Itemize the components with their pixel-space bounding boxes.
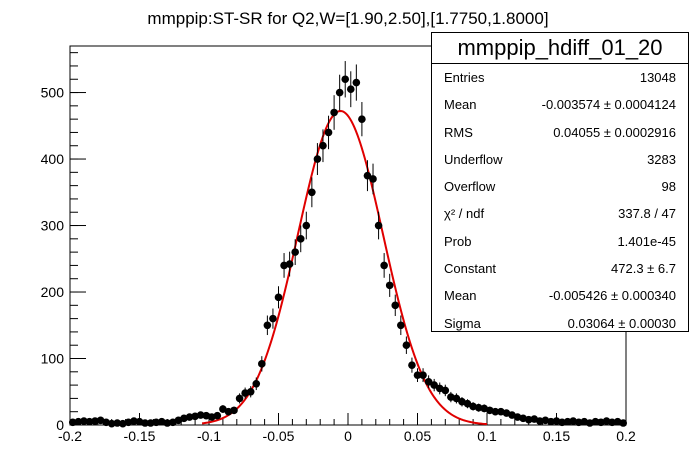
data-point: [130, 417, 138, 425]
data-point: [80, 417, 88, 425]
data-point: [246, 386, 255, 398]
data-point: [213, 411, 222, 420]
stats-label: Constant: [444, 261, 497, 277]
data-point: [358, 102, 366, 137]
stats-row: Overflow 98: [432, 173, 688, 200]
data-point: [352, 64, 361, 101]
stats-label: Overflow: [444, 179, 496, 195]
x-tick-label: 0: [344, 428, 352, 444]
stats-label: Underflow: [444, 151, 503, 167]
data-point: [341, 61, 350, 98]
y-tick-label: 200: [41, 284, 65, 300]
stats-label: Mean: [444, 97, 477, 113]
x-tick-label: 0.05: [404, 428, 431, 444]
stats-label: Sigma: [444, 315, 481, 331]
data-point: [380, 253, 388, 278]
stats-value: 13048: [639, 70, 676, 85]
x-tick-label: -0.15: [124, 428, 156, 444]
stats-row: Entries 13048: [432, 64, 688, 91]
stats-value: 3283: [647, 151, 676, 167]
data-point: [608, 418, 616, 427]
data-point: [285, 251, 294, 277]
data-point: [385, 273, 394, 297]
stats-title: mmppip_hdiff_01_20: [432, 33, 688, 64]
stats-label: Prob: [444, 233, 472, 249]
stats-row: Mean -0.003574 ± 0.0004124: [432, 91, 688, 118]
data-point: [313, 143, 322, 175]
stats-label: Entries: [444, 70, 485, 85]
data-point: [619, 419, 628, 427]
y-axis: 0 100 200 300 400 500: [41, 52, 86, 433]
data-point: [235, 393, 244, 404]
data-point: [263, 315, 272, 336]
data-point: [402, 336, 411, 354]
data-point: [308, 177, 316, 208]
y-tick-label: 400: [41, 151, 65, 167]
data-point: [291, 239, 299, 265]
data-point: [296, 225, 305, 253]
x-axis: -0.2 -0.15 -0.1 -0.05 0 0.05 0.1 0.15 0.2: [58, 413, 636, 444]
stats-label: RMS: [444, 124, 473, 140]
stats-value: 98: [661, 179, 676, 195]
x-tick-label: -0.2: [58, 428, 82, 444]
x-tick-label: 0.15: [543, 428, 570, 444]
data-point: [269, 308, 277, 329]
data-point: [391, 294, 400, 317]
data-point: [413, 368, 422, 383]
stats-row: Mean -0.005426 ± 0.000340: [432, 282, 688, 309]
data-point: [274, 286, 283, 309]
stats-box: mmppip_hdiff_01_20 Entries 13048 Mean -0.00…: [431, 32, 689, 332]
data-point: [319, 129, 327, 163]
data-point: [258, 356, 266, 372]
data-points: [68, 61, 628, 428]
data-point: [397, 315, 405, 336]
stats-row: Constant 472.3 ± 6.7: [432, 255, 688, 282]
chart-title: mmppip:ST-SR for Q2,W=[1.90,2.50],[1.775…: [147, 9, 548, 28]
x-tick-label: 0.2: [616, 428, 636, 444]
stats-value: -0.003574 ± 0.0004124: [541, 97, 676, 113]
stats-row: Sigma 0.03064 ± 0.00030: [432, 310, 688, 337]
data-point: [68, 418, 77, 427]
stats-row: Prob 1.401e-45: [432, 228, 688, 255]
stats-row: χ² / ndf 337.8 / 47: [432, 200, 688, 227]
stats-value: 1.401e-45: [617, 233, 676, 249]
data-point: [252, 377, 261, 391]
data-point: [441, 384, 450, 397]
data-point: [330, 95, 338, 130]
data-point: [408, 357, 416, 373]
data-point: [424, 375, 433, 389]
stats-value: 472.3 ± 6.7: [611, 261, 676, 277]
stats-value: 0.04055 ± 0.0002916: [553, 124, 676, 140]
data-point: [302, 211, 311, 240]
data-point: [430, 378, 438, 392]
y-tick-label: 0: [56, 417, 64, 433]
data-point: [335, 74, 344, 111]
data-point: [346, 71, 355, 108]
y-tick-label: 300: [41, 218, 65, 234]
data-point: [374, 211, 383, 240]
stats-value: 0.03064 ± 0.00030: [567, 315, 676, 331]
data-point: [324, 115, 333, 150]
y-tick-label: 500: [41, 85, 65, 101]
stats-rows: Entries 13048 Mean -0.003574 ± 0.0004124 RMS…: [432, 64, 688, 337]
x-tick-label: -0.05: [263, 428, 295, 444]
stats-value: 337.8 / 47: [618, 206, 676, 222]
stats-row: Underflow 3283: [432, 146, 688, 173]
stats-value: -0.005426 ± 0.000340: [548, 288, 676, 304]
x-tick-label: 0.1: [477, 428, 497, 444]
data-point: [369, 163, 377, 195]
x-tick-label: -0.1: [197, 428, 221, 444]
stats-label: Mean: [444, 288, 477, 304]
data-point: [230, 406, 238, 415]
y-tick-label: 100: [41, 351, 65, 367]
data-point: [419, 368, 427, 383]
data-point: [452, 393, 461, 404]
data-point: [363, 160, 372, 192]
stats-row: RMS 0.04055 ± 0.0002916: [432, 119, 688, 146]
stats-label: χ² / ndf: [444, 206, 485, 222]
data-point: [107, 419, 116, 428]
